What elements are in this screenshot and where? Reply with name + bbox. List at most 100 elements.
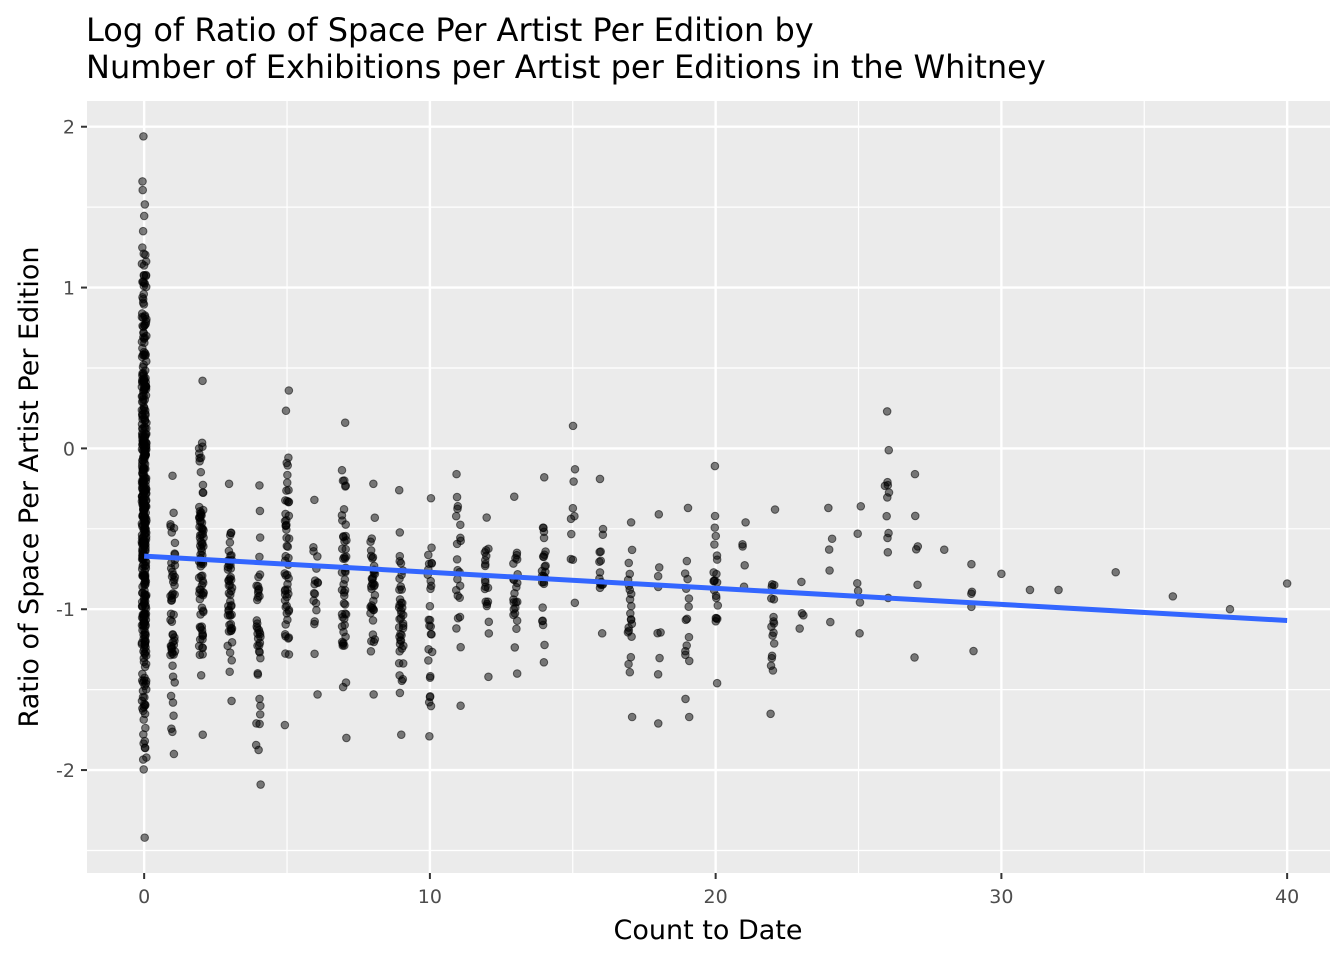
- data-point: [139, 765, 149, 774]
- data-point: [366, 647, 376, 656]
- data-point: [451, 511, 461, 521]
- data-point: [797, 577, 806, 587]
- data-point: [395, 647, 404, 656]
- data-point: [911, 545, 921, 554]
- data-point: [626, 609, 635, 618]
- data-point: [740, 561, 749, 570]
- data-point: [539, 658, 549, 667]
- data-point: [1025, 585, 1035, 595]
- data-point: [339, 599, 349, 608]
- data-point: [710, 461, 720, 471]
- data-point: [140, 200, 150, 209]
- x-tick-label: 40: [1275, 886, 1299, 908]
- data-point: [484, 617, 494, 627]
- data-point: [224, 479, 234, 489]
- data-point: [626, 652, 636, 662]
- data-point: [368, 554, 377, 563]
- data-point: [280, 720, 290, 730]
- data-point: [255, 694, 264, 704]
- data-point: [313, 552, 322, 561]
- data-point: [367, 574, 377, 583]
- data-point: [141, 651, 151, 661]
- data-point: [138, 185, 148, 195]
- data-point: [537, 566, 547, 576]
- data-point: [712, 613, 721, 623]
- data-point: [253, 641, 262, 650]
- data-point: [769, 595, 779, 604]
- data-point: [595, 547, 604, 557]
- plot-panel: [87, 101, 1330, 873]
- data-point: [455, 593, 465, 603]
- data-point: [139, 702, 149, 712]
- x-tick-label: 30: [989, 886, 1013, 908]
- data-point: [882, 493, 892, 502]
- data-point: [512, 582, 521, 592]
- data-point: [369, 479, 378, 489]
- data-point: [369, 581, 379, 591]
- data-point: [484, 672, 493, 682]
- data-point: [282, 601, 292, 611]
- data-point: [456, 701, 465, 711]
- y-axis-title: Ratio of Space Per Artist Per Edition: [14, 247, 45, 728]
- data-point: [168, 471, 177, 481]
- data-point: [309, 543, 318, 552]
- data-point: [1282, 579, 1292, 588]
- data-point: [570, 464, 580, 474]
- data-point: [225, 538, 235, 547]
- data-point: [224, 627, 234, 636]
- data-point: [340, 552, 349, 562]
- data-point: [224, 588, 234, 598]
- data-point: [540, 640, 549, 650]
- data-point: [512, 669, 522, 678]
- data-point: [452, 555, 462, 564]
- data-point: [166, 609, 176, 619]
- data-point: [281, 521, 291, 531]
- data-point: [369, 637, 379, 647]
- x-tick-label: 20: [704, 886, 728, 908]
- data-point: [398, 659, 408, 668]
- data-point: [137, 424, 147, 433]
- data-point: [252, 622, 261, 631]
- data-point: [969, 646, 978, 656]
- data-point: [251, 740, 261, 750]
- data-point: [512, 624, 521, 634]
- data-point: [795, 624, 804, 633]
- data-point: [283, 461, 292, 470]
- data-point: [138, 177, 147, 186]
- data-point: [197, 518, 207, 527]
- y-tick-label: -2: [56, 760, 75, 782]
- data-point: [597, 629, 607, 638]
- data-point: [913, 580, 922, 590]
- data-point: [682, 641, 691, 650]
- data-point: [852, 578, 862, 588]
- data-point: [712, 678, 722, 688]
- data-point: [769, 628, 778, 638]
- data-point: [427, 559, 437, 568]
- data-point: [255, 533, 265, 542]
- data-point: [167, 724, 176, 733]
- data-point: [282, 478, 292, 487]
- data-point: [141, 250, 150, 260]
- data-point: [139, 465, 148, 474]
- data-point: [855, 598, 865, 607]
- data-point: [310, 617, 320, 626]
- data-point: [140, 693, 149, 702]
- data-point: [482, 601, 492, 611]
- data-point: [939, 545, 949, 555]
- data-point: [452, 492, 462, 502]
- data-point: [510, 643, 520, 652]
- data-point: [540, 550, 549, 560]
- data-point: [684, 656, 694, 666]
- data-point: [769, 639, 779, 648]
- data-point: [482, 513, 491, 522]
- data-point: [170, 678, 180, 687]
- data-point: [284, 534, 294, 543]
- data-point: [1111, 567, 1120, 577]
- data-point: [139, 132, 148, 141]
- data-point: [568, 503, 578, 513]
- data-point: [509, 492, 519, 501]
- data-point: [456, 520, 465, 530]
- data-point: [254, 586, 263, 595]
- data-point: [139, 270, 149, 280]
- data-point: [738, 542, 747, 551]
